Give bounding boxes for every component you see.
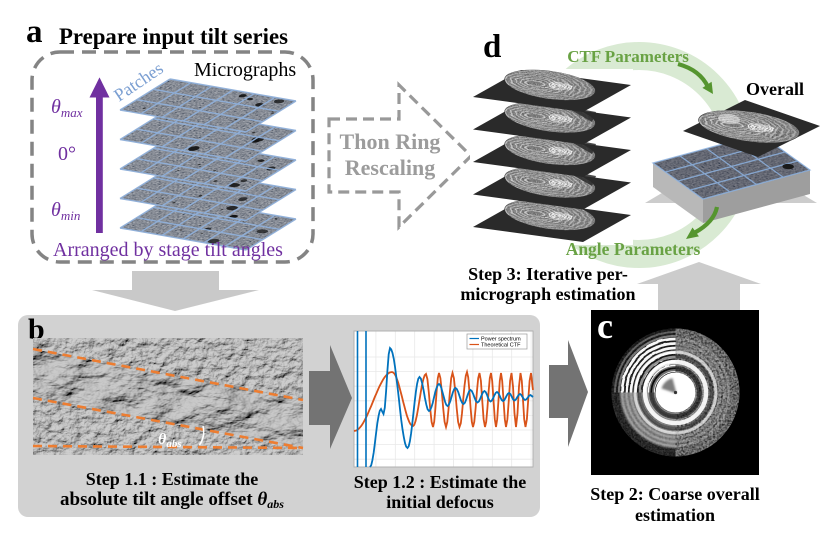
svg-text:Step 3: Iterative per-: Step 3: Iterative per- [468, 264, 628, 284]
svg-text:θmin: θmin [51, 199, 80, 223]
svg-text:Step 1.1 : Estimate the: Step 1.1 : Estimate the [86, 469, 258, 489]
svg-text:Theoretical CTF: Theoretical CTF [481, 343, 521, 349]
svg-text:initial defocus: initial defocus [386, 492, 494, 512]
svg-text:Angle Parameters: Angle Parameters [566, 239, 701, 259]
svg-text:d: d [483, 29, 501, 65]
svg-text:Micrographs: Micrographs [194, 59, 296, 81]
svg-text:0°: 0° [58, 143, 76, 165]
svg-text:Prepare input tilt series: Prepare input tilt series [59, 24, 288, 49]
svg-text:estimation: estimation [635, 505, 715, 525]
svg-text:Arranged by stage tilt angles: Arranged by stage tilt angles [53, 239, 283, 261]
svg-text:c: c [597, 306, 613, 346]
svg-text:b: b [28, 313, 45, 346]
svg-text:Step 2: Coarse overall: Step 2: Coarse overall [590, 484, 759, 504]
svg-text:Rescaling: Rescaling [345, 155, 435, 180]
svg-text:micrograph estimation: micrograph estimation [460, 284, 635, 304]
svg-text:a: a [26, 14, 43, 50]
svg-text:Overall: Overall [746, 79, 804, 99]
svg-text:Power spectrum: Power spectrum [481, 337, 521, 343]
svg-text:CTF Parameters: CTF Parameters [567, 47, 689, 66]
svg-text:Thon Ring: Thon Ring [340, 129, 441, 154]
svg-text:Step 1.2 : Estimate the: Step 1.2 : Estimate the [354, 472, 526, 492]
svg-text:absolute tilt angle offset θab: absolute tilt angle offset θabs [60, 489, 284, 511]
